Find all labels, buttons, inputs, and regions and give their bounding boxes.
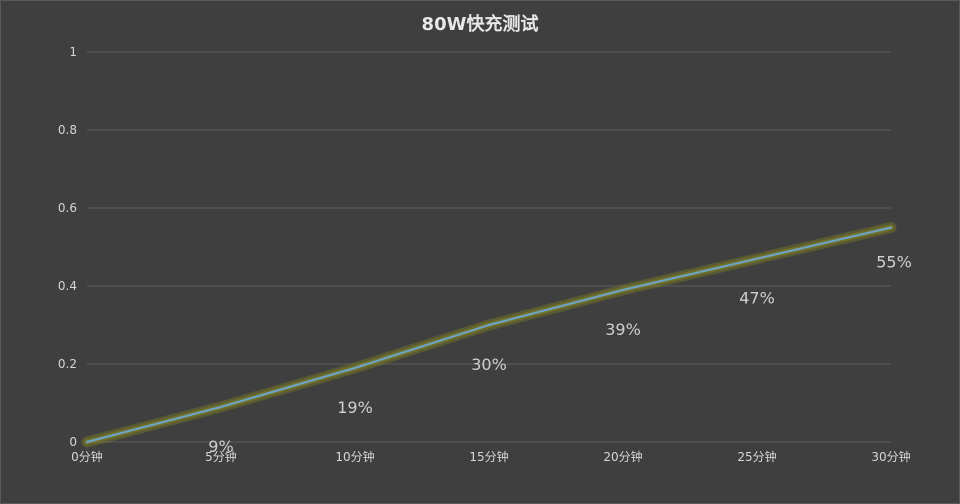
y-tick-label: 0.4 — [58, 279, 77, 293]
x-tick-label: 25分钟 — [737, 449, 776, 464]
x-tick-label: 5分钟 — [205, 449, 237, 464]
data-label: 30% — [471, 355, 507, 374]
series-line — [85, 226, 893, 444]
gridlines — [87, 51, 891, 443]
data-label: 19% — [337, 398, 373, 417]
chart-title: 80W快充测试 — [421, 14, 539, 35]
y-tick-label: 0.6 — [58, 201, 77, 215]
y-tick-label: 0.8 — [58, 123, 77, 137]
data-labels: 9% 19% 30% 39% 47% 55% — [208, 253, 911, 456]
x-tick-label: 10分钟 — [335, 449, 374, 464]
data-label: 47% — [739, 289, 775, 308]
x-axis-ticks: 0分钟 5分钟 10分钟 15分钟 20分钟 25分钟 30分钟 — [71, 449, 910, 464]
x-tick-label: 0分钟 — [71, 449, 103, 464]
y-tick-label: 0.2 — [58, 357, 77, 371]
y-axis-ticks: 0 0.2 0.4 0.6 0.8 1 — [58, 45, 77, 449]
data-label: 55% — [876, 253, 912, 272]
x-tick-label: 15分钟 — [469, 449, 508, 464]
x-tick-label: 20分钟 — [603, 449, 642, 464]
y-tick-label: 1 — [69, 45, 77, 59]
data-label: 9% — [208, 437, 233, 456]
series-line-group — [81, 222, 897, 448]
x-tick-label: 30分钟 — [871, 449, 910, 464]
y-tick-label: 0 — [69, 435, 77, 449]
data-label: 39% — [605, 320, 641, 339]
